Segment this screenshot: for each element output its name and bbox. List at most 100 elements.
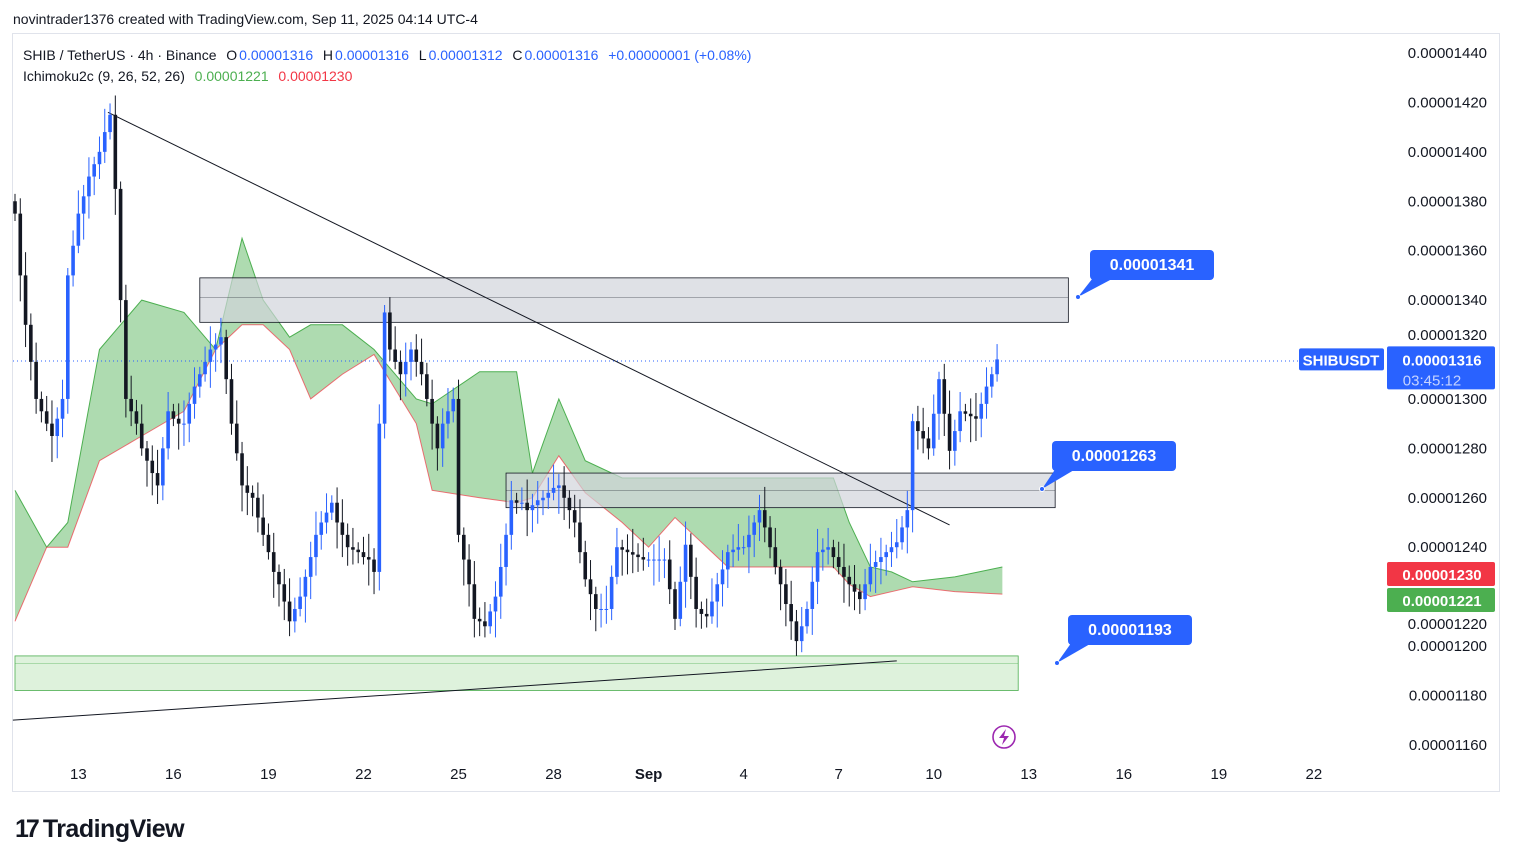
candle-body — [810, 581, 815, 609]
candle — [995, 344, 999, 382]
candle — [456, 379, 461, 543]
candle — [799, 606, 804, 653]
symbol-tag-label: SHIBUSDT — [1303, 352, 1380, 369]
candle — [747, 515, 751, 574]
candle-body — [430, 398, 434, 424]
candle — [213, 333, 218, 372]
candle — [620, 539, 624, 576]
candle — [947, 390, 952, 470]
candle-body — [245, 485, 250, 493]
candle-body — [472, 584, 477, 619]
candle-body — [435, 423, 440, 449]
callout-anchor[interactable] — [1054, 660, 1060, 666]
candle — [937, 371, 941, 440]
candle-body — [594, 594, 598, 609]
candle-body — [23, 275, 28, 325]
trendline[interactable] — [12, 660, 897, 721]
candle-body — [736, 547, 741, 550]
zone-box[interactable] — [14, 655, 1019, 691]
symbol-info[interactable]: SHIB / TetherUS · 4h · Binance — [23, 47, 217, 63]
low-label: L — [418, 47, 427, 63]
candle-body — [752, 522, 756, 535]
candle-body — [535, 500, 540, 506]
candle-body — [757, 510, 762, 523]
candle — [256, 482, 260, 533]
indicator-legend-row: Ichimoku2c (9, 26, 52, 26) 0.00001221 0.… — [23, 66, 753, 87]
zone-box[interactable] — [199, 277, 1069, 323]
candle — [393, 326, 397, 370]
candle — [430, 379, 434, 450]
candle — [768, 516, 772, 559]
price-tick-label: 0.00001340 — [1408, 292, 1487, 309]
price-callout[interactable]: 0.00001263 — [1039, 441, 1177, 492]
candle-body — [71, 245, 75, 276]
candle — [13, 193, 17, 222]
symbol-tag — [1299, 348, 1384, 371]
price-callout[interactable]: 0.00001193 — [1054, 615, 1193, 666]
candle-body — [351, 547, 355, 550]
price-tick-label: 0.00001240 — [1408, 539, 1487, 556]
price-callout[interactable]: 0.00001341 — [1075, 250, 1215, 300]
candle — [567, 490, 572, 529]
candle-body — [699, 608, 704, 614]
candle — [176, 403, 181, 450]
chart-legend: SHIB / TetherUS · 4h · Binance O 0.000013… — [23, 45, 753, 87]
lightning-icon[interactable] — [992, 725, 1016, 749]
candle — [594, 586, 598, 632]
candle — [18, 198, 23, 302]
trendline[interactable] — [107, 111, 950, 526]
candle — [525, 479, 529, 537]
candle-body — [583, 552, 588, 580]
candle-body — [599, 608, 603, 610]
candle — [261, 494, 265, 546]
candle — [293, 597, 297, 633]
callout-anchor[interactable] — [1039, 486, 1045, 492]
tradingview-logo[interactable]: 17 TradingView — [15, 815, 185, 844]
candle — [113, 95, 118, 215]
candle — [134, 399, 139, 435]
price-tick-label: 0.00001160 — [1409, 737, 1487, 754]
candle-body — [213, 344, 218, 350]
logo-text: TradingView — [42, 815, 185, 843]
candle-body — [636, 554, 640, 558]
candle-body — [298, 596, 302, 609]
candle — [187, 392, 192, 443]
candle — [931, 394, 936, 456]
candle — [509, 480, 514, 550]
candle — [319, 511, 324, 550]
candle — [694, 557, 698, 628]
candle-body — [921, 431, 925, 439]
candle-body — [530, 505, 535, 511]
candle-body — [720, 569, 725, 585]
indicator-value-green: 0.00001221 — [194, 68, 269, 84]
candle — [646, 552, 651, 567]
candle-body — [324, 512, 329, 523]
candle-body — [995, 359, 999, 375]
candle — [873, 550, 878, 593]
indicator-name[interactable]: Ichimoku2c (9, 26, 52, 26) — [23, 68, 185, 84]
candle-body — [715, 584, 720, 602]
candle-body — [546, 492, 551, 498]
candle-body — [710, 601, 714, 617]
candle — [198, 366, 202, 398]
candle — [641, 537, 646, 571]
candle-body — [483, 621, 487, 627]
callout-anchor[interactable] — [1075, 294, 1081, 300]
candle-body — [425, 374, 429, 399]
price-tick-label: 0.00001440 — [1408, 45, 1487, 62]
candle — [409, 342, 413, 381]
last-price-tag — [1387, 346, 1495, 390]
candle-body — [572, 510, 577, 523]
candle — [356, 542, 360, 564]
candle-body — [161, 448, 165, 486]
candle — [562, 466, 566, 521]
candle-body — [551, 487, 556, 493]
candle — [182, 400, 186, 446]
candle-body — [393, 349, 397, 362]
candle-body — [942, 379, 947, 414]
candle — [488, 604, 492, 634]
time-tick-label: 13 — [70, 766, 87, 783]
candle — [715, 572, 720, 628]
candle — [366, 533, 371, 586]
